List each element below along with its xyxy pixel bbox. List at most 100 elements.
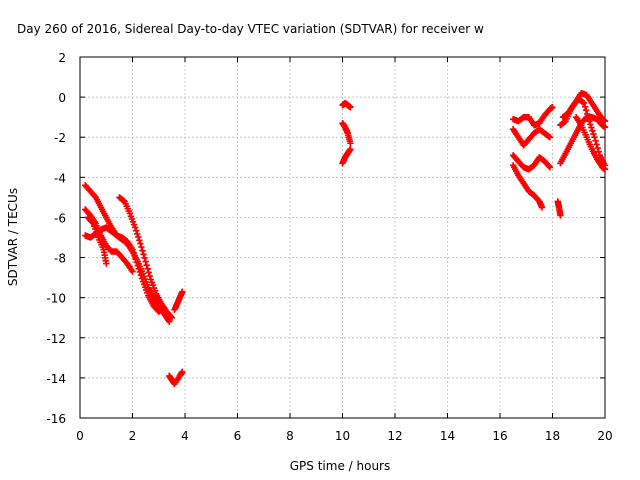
x-axis-label: GPS time / hours (290, 459, 391, 473)
grid-lines (80, 57, 605, 418)
data-point (347, 103, 354, 111)
data-point (140, 251, 147, 258)
y-tick-label: -6 (54, 211, 66, 225)
data-point (167, 313, 175, 320)
data-point (131, 224, 139, 231)
data-point (137, 240, 144, 247)
y-tick-label: -12 (46, 332, 66, 346)
data-point (579, 99, 587, 106)
data-point (135, 233, 142, 241)
data-point (545, 162, 553, 170)
data-point (546, 164, 554, 171)
x-tick-label: 4 (181, 429, 189, 443)
data-point (132, 227, 140, 234)
y-tick-label: 2 (58, 51, 66, 65)
data-point (545, 133, 553, 140)
series-arc-12 (509, 126, 554, 149)
series-arc-13 (509, 152, 554, 173)
data-point (592, 137, 599, 145)
x-tick-label: 18 (545, 429, 560, 443)
x-tick-labels: 0 2 4 6 8 10 12 14 16 18 20 (76, 429, 612, 443)
x-tick-label: 2 (129, 429, 137, 443)
series-arc-19 (572, 113, 609, 173)
data-point (91, 192, 98, 200)
y-tick-label: 0 (58, 91, 66, 105)
data-point (589, 127, 596, 135)
x-tick-label: 6 (234, 429, 242, 443)
series-arc-18 (559, 95, 609, 169)
data-point (145, 269, 152, 276)
data-point (583, 110, 591, 118)
y-tick-label: -8 (54, 252, 66, 266)
y-tick-label: -2 (54, 131, 66, 145)
data-point (166, 318, 173, 325)
data-point (103, 260, 110, 267)
data-point (581, 103, 589, 110)
data-point (179, 288, 186, 295)
data-point (594, 144, 601, 152)
data-point (136, 237, 143, 244)
data-point (588, 124, 595, 131)
data-point (538, 204, 546, 211)
data-point (557, 212, 564, 219)
data-point (561, 118, 568, 126)
data-point (601, 166, 609, 173)
x-tick-label: 14 (440, 429, 455, 443)
y-tick-label: -16 (46, 412, 66, 426)
series-arc-3 (82, 224, 173, 325)
series-arc-11 (509, 103, 556, 129)
y-tick-label: -10 (46, 292, 66, 306)
data-point (120, 197, 127, 204)
series-arc-9 (339, 119, 354, 147)
data-point (582, 107, 590, 114)
series-arc-8 (339, 99, 354, 111)
series-arc-6 (171, 288, 186, 313)
data-point (134, 230, 141, 238)
data-point (546, 134, 554, 141)
x-tick-label: 10 (335, 429, 350, 443)
x-tick-label: 12 (387, 429, 402, 443)
series-arc-15 (554, 198, 564, 219)
y-axis-label: SDTVAR / TECUs (6, 188, 20, 286)
y-tick-labels: 2 0 -2 -4 -6 -8 -10 -12 -14 -16 (46, 51, 66, 426)
data-point (347, 140, 354, 147)
data-point (590, 130, 597, 138)
data-point (580, 99, 588, 107)
data-point (146, 272, 154, 280)
series-arc-5 (116, 194, 176, 321)
data-point (141, 254, 148, 262)
x-tick-label: 0 (76, 429, 84, 443)
x-tick-label: 20 (597, 429, 612, 443)
chart-title: Day 260 of 2016, Sidereal Day-to-day VTE… (17, 22, 484, 36)
data-point (143, 261, 150, 269)
series-arc-4 (84, 214, 110, 267)
data-points (82, 89, 609, 388)
data-point (129, 268, 136, 275)
data-point (139, 247, 146, 254)
data-point (168, 314, 176, 321)
data-point (179, 368, 186, 376)
data-point (586, 117, 593, 125)
axis-ticks (79, 56, 606, 419)
data-point (587, 121, 594, 128)
data-point (347, 146, 354, 153)
data-point (591, 134, 598, 141)
data-point (601, 123, 609, 131)
x-tick-label: 16 (492, 429, 507, 443)
data-point (595, 148, 602, 155)
data-point (593, 141, 600, 148)
data-point (549, 103, 556, 111)
data-point (585, 114, 592, 121)
data-point (138, 243, 145, 251)
data-point (144, 265, 151, 272)
data-point (88, 219, 96, 226)
series-arc-7 (166, 368, 186, 388)
data-point (142, 258, 149, 265)
series-arc-14 (509, 162, 546, 211)
y-tick-label: -4 (54, 171, 66, 185)
x-tick-label: 8 (286, 429, 294, 443)
y-tick-label: -14 (46, 372, 66, 386)
data-point (601, 117, 609, 125)
series-arc-10 (339, 146, 354, 167)
